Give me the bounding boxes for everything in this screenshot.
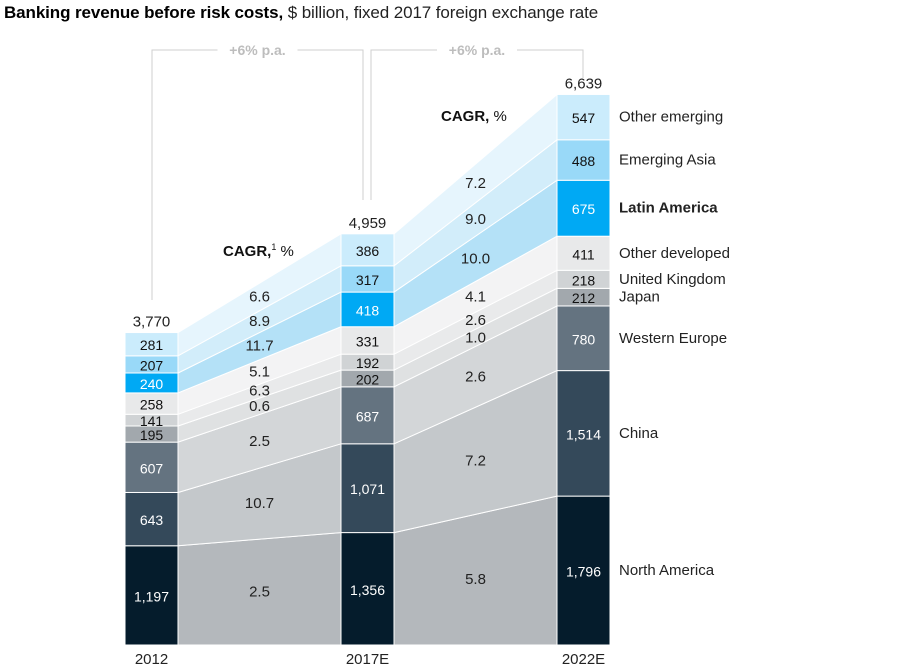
legend-japan: Japan [619, 289, 660, 306]
chart-labels: 2.5 5.8 10.7 7.2 2.5 2.6 0.6 1.0 6.3 2.6 5.1 4.1 11.… [133, 76, 730, 668]
bar-value-other-emerging-2017e: 386 [356, 243, 380, 259]
bar-value-western-europe-2022e: 780 [572, 331, 596, 347]
bar-value-china-2012: 643 [140, 512, 164, 528]
bars [124, 93, 611, 646]
bar-emerging-asia-2017e [340, 265, 395, 293]
bar-value-united-kingdom-2012: 141 [140, 413, 164, 429]
chart-title: Banking revenue before risk costs, $ bil… [4, 3, 598, 23]
cagr-label-emerging-asia-0: 8.9 [249, 313, 270, 330]
bar-value-united-kingdom-2017e: 192 [356, 355, 380, 371]
cagr-header-0: CAGR,1 % [223, 242, 294, 260]
x-tick-2022e: 2022E [562, 651, 605, 668]
bar-value-china-2017e: 1,071 [350, 481, 385, 497]
bar-value-north-america-2017e: 1,356 [350, 582, 385, 598]
cagr-label-other-developed-1: 4.1 [465, 288, 486, 305]
growth-brackets: +6% p.a. +6% p.a. [151, 42, 584, 300]
bar-value-north-america-2012: 1,197 [134, 588, 169, 604]
bar-western-europe-2017e [340, 386, 395, 445]
bar-value-latin-america-2012: 240 [140, 376, 164, 392]
bar-north-america-2012 [124, 545, 179, 646]
cagr-header-bold: CAGR, [223, 243, 271, 260]
bar-value-emerging-asia-2022e: 488 [572, 153, 596, 169]
bar-north-america-2017e [340, 532, 395, 646]
bar-value-north-america-2022e: 1,796 [566, 564, 601, 580]
bar-other-developed-2022e [556, 235, 611, 271]
bar-north-america-2022e [556, 495, 611, 646]
bar-china-2012 [124, 491, 179, 547]
cagr-label-united-kingdom-1: 2.6 [465, 312, 486, 329]
bar-other-emerging-2012 [124, 332, 179, 357]
cagr-label-china-1: 7.2 [465, 452, 486, 469]
bar-value-western-europe-2012: 607 [140, 460, 164, 476]
bar-value-other-emerging-2022e: 547 [572, 110, 596, 126]
total-label-2022e: 6,639 [565, 76, 603, 93]
bar-value-latin-america-2017e: 418 [356, 302, 380, 318]
cagr-header-unit: % [489, 108, 507, 125]
total-label-2017e: 4,959 [349, 215, 387, 232]
cagr-label-latin-america-1: 10.0 [461, 250, 490, 267]
legend-united-kingdom: United Kingdom [619, 271, 726, 288]
bar-value-japan-2012: 195 [140, 427, 164, 443]
cagr-label-north-america-1: 5.8 [465, 571, 486, 588]
bar-western-europe-2022e [556, 305, 611, 372]
x-tick-2017e: 2017E [346, 651, 389, 668]
bar-other-emerging-2017e [340, 233, 395, 267]
cagr-label-japan-1: 1.0 [465, 329, 486, 346]
bar-value-emerging-asia-2012: 207 [140, 357, 164, 373]
chart-title-subtitle: $ billion, fixed 2017 foreign exchange r… [283, 3, 599, 22]
cagr-label-western-europe-1: 2.6 [465, 368, 486, 385]
chart-title-bold: Banking revenue before risk costs, [4, 3, 284, 22]
cagr-header-bold: CAGR, [441, 108, 489, 125]
legend-north-america: North America [619, 562, 715, 579]
bar-latin-america-2022e [556, 179, 611, 237]
bar-other-developed-2017e [340, 326, 395, 355]
cagr-header-unit: % [276, 243, 294, 260]
cagr-label-japan-0: 0.6 [249, 398, 270, 415]
legend-emerging-asia: Emerging Asia [619, 152, 716, 169]
bar-value-emerging-asia-2017e: 317 [356, 272, 380, 288]
legend-latin-america: Latin America [619, 200, 718, 217]
bar-china-2022e [556, 370, 611, 497]
growth-label-1: +6% p.a. [449, 42, 505, 58]
cagr-label-china-0: 10.7 [245, 495, 274, 512]
growth-bracket-0 [151, 49, 364, 300]
legend-other-developed: Other developed [619, 245, 730, 262]
bar-value-china-2022e: 1,514 [566, 426, 601, 442]
cagr-label-united-kingdom-0: 6.3 [249, 383, 270, 400]
cagr-label-latin-america-0: 11.7 [245, 338, 273, 355]
bar-value-other-developed-2012: 258 [140, 397, 164, 413]
legend-china: China [619, 425, 659, 442]
cagr-footnote-marker: 1 [271, 242, 276, 252]
cagr-label-emerging-asia-1: 9.0 [465, 211, 486, 228]
cagr-header-1: CAGR, % [441, 108, 507, 125]
bar-value-other-developed-2022e: 411 [572, 246, 595, 262]
cagr-label-other-emerging-0: 6.6 [249, 289, 270, 306]
cagr-label-other-developed-0: 5.1 [249, 364, 270, 381]
growth-bracket-1 [370, 49, 584, 200]
x-tick-2012: 2012 [135, 651, 168, 668]
bar-value-other-developed-2017e: 331 [356, 333, 380, 349]
growth-label-0: +6% p.a. [229, 42, 285, 58]
bar-value-japan-2022e: 212 [572, 290, 596, 306]
legend-other-emerging: Other emerging [619, 109, 723, 126]
bar-other-emerging-2022e [556, 93, 611, 141]
total-label-2012: 3,770 [133, 313, 171, 330]
cagr-label-other-emerging-1: 7.2 [465, 175, 486, 192]
bar-value-united-kingdom-2022e: 218 [572, 272, 596, 288]
legend-western-europe: Western Europe [619, 330, 727, 347]
bar-latin-america-2017e [340, 291, 395, 328]
bar-value-other-emerging-2012: 281 [140, 337, 164, 353]
bar-value-japan-2017e: 202 [356, 371, 380, 387]
cagr-label-north-america-0: 2.5 [249, 584, 270, 601]
bar-china-2017e [340, 443, 395, 534]
bar-value-latin-america-2022e: 675 [572, 201, 596, 217]
bar-value-western-europe-2017e: 687 [356, 408, 380, 424]
cagr-label-western-europe-0: 2.5 [249, 433, 270, 450]
